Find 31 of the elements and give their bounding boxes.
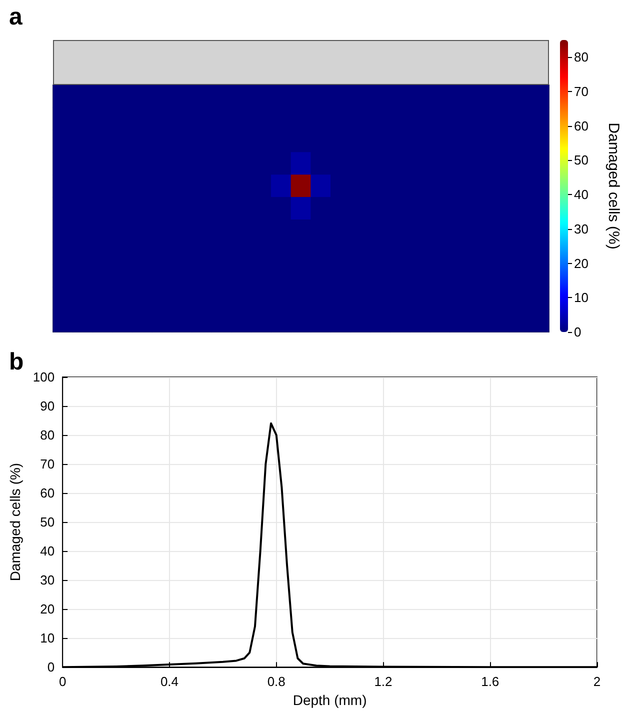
x-tick-label: 0.8: [267, 674, 286, 690]
y-tick-label: 80: [40, 428, 55, 443]
x-tick-label: 0: [58, 674, 66, 690]
color-bar-label: 80: [574, 50, 588, 65]
color-bar-label: 10: [574, 290, 588, 306]
chart-title: a: [9, 4, 23, 30]
y-tick-label: 30: [40, 572, 55, 588]
color-bar-label: 50: [574, 152, 588, 168]
y-tick-label: 100: [32, 370, 55, 384]
y-tick-label: 40: [40, 544, 55, 559]
color-bar-label: 20: [574, 256, 588, 271]
y-tick-label: 0: [47, 660, 55, 675]
y-tick-label: 10: [40, 630, 55, 646]
x-tick-label: 1.6: [481, 674, 500, 690]
y-tick-label: 20: [40, 602, 55, 617]
y-tick-label: 70: [40, 456, 55, 472]
color-bar-label: 40: [574, 187, 588, 202]
x-tick-label: 2: [593, 674, 601, 690]
x-tick-label: 0.4: [160, 674, 179, 690]
color-bar-label: 0: [574, 324, 582, 340]
color-bar-label: 70: [574, 84, 588, 100]
color-bar-label: 30: [574, 221, 588, 236]
color-bar-label: 60: [574, 118, 588, 134]
x-tick-label: 1.2: [374, 674, 392, 690]
color-bar-title: Damaged cells (%): [605, 122, 622, 250]
chart-title: b: [9, 348, 24, 376]
y-tick-label: 90: [40, 398, 55, 414]
x-axis-title: Depth (mm): [292, 692, 367, 708]
y-axis-title: Damaged cells (%): [7, 462, 23, 582]
y-tick-label: 60: [40, 486, 55, 501]
y-tick-label: 50: [40, 514, 55, 530]
